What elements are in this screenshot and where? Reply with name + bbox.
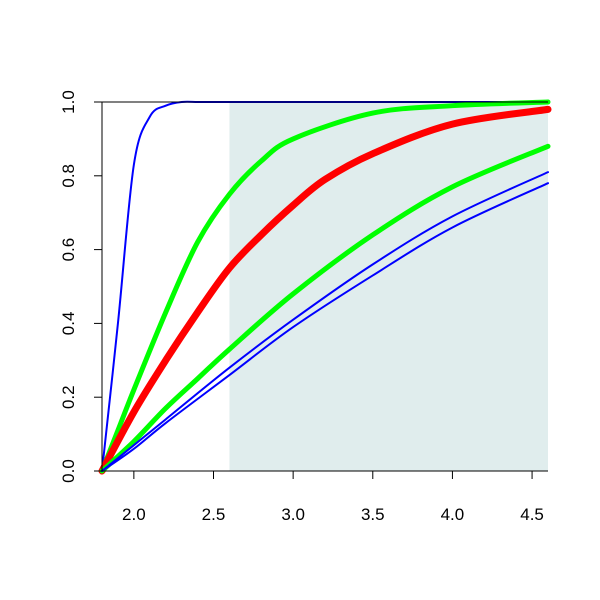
x-tick-label: 2.0 (122, 505, 146, 524)
series-line-6 (101, 182, 549, 472)
shaded-region (229, 102, 548, 471)
x-tick-label: 3.5 (361, 505, 385, 524)
series-line-3 (98, 105, 552, 475)
x-tick-label: 4.0 (441, 505, 465, 524)
y-axis: 0.0 0.2 0.4 0.6 0.8 1.0 (59, 90, 102, 483)
y-tick-label: 0.8 (59, 164, 78, 188)
series-line-4 (99, 143, 551, 474)
series-layer (98, 99, 552, 475)
y-tick-label: 1.0 (59, 90, 78, 114)
plot-frame (101, 101, 548, 472)
y-tick-label: 0.6 (59, 238, 78, 262)
x-tick-label: 2.5 (202, 505, 226, 524)
y-tick-label: 0.0 (59, 459, 78, 483)
x-axis: 2.0 2.5 3.0 3.5 4.0 4.5 (122, 471, 544, 524)
y-tick-label: 0.4 (59, 312, 78, 336)
series-line-2 (99, 99, 551, 474)
x-tick-label: 3.0 (281, 505, 305, 524)
x-tick-label: 4.5 (520, 505, 544, 524)
series-line-5 (101, 171, 549, 472)
y-tick-label: 0.2 (59, 385, 78, 409)
